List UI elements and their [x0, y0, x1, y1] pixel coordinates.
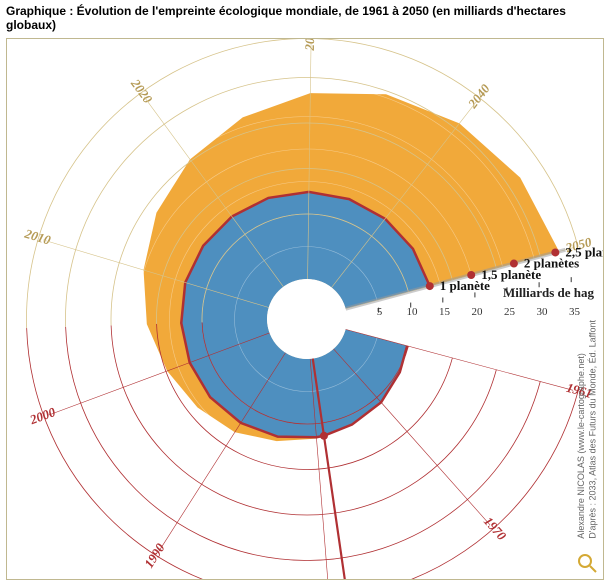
svg-text:10: 10	[407, 306, 419, 318]
zoom-icon[interactable]	[577, 553, 597, 573]
svg-text:2030: 2030	[302, 39, 317, 52]
polar-chart: 1961197019801990200020102020203020402050…	[7, 39, 603, 579]
svg-text:2000: 2000	[27, 404, 58, 428]
svg-text:2020: 2020	[127, 75, 155, 106]
svg-text:5: 5	[377, 306, 383, 318]
chart-frame: 1961197019801990200020102020203020402050…	[6, 38, 604, 580]
svg-text:2,5 planètes: 2,5 planètes	[565, 244, 603, 259]
page-title: Graphique : Évolution de l'empreinte éco…	[0, 0, 610, 36]
svg-text:2040: 2040	[464, 81, 493, 112]
svg-text:30: 30	[537, 306, 549, 318]
svg-text:35: 35	[569, 306, 581, 318]
svg-text:2010: 2010	[22, 226, 53, 248]
svg-text:Milliards de hag: Milliards de hag	[503, 285, 595, 300]
svg-text:25: 25	[504, 306, 516, 318]
svg-text:15: 15	[439, 306, 451, 318]
svg-text:20: 20	[472, 306, 484, 318]
credit-text: Alexandre NICOLAS (www.le-cartographe.ne…	[576, 320, 599, 539]
